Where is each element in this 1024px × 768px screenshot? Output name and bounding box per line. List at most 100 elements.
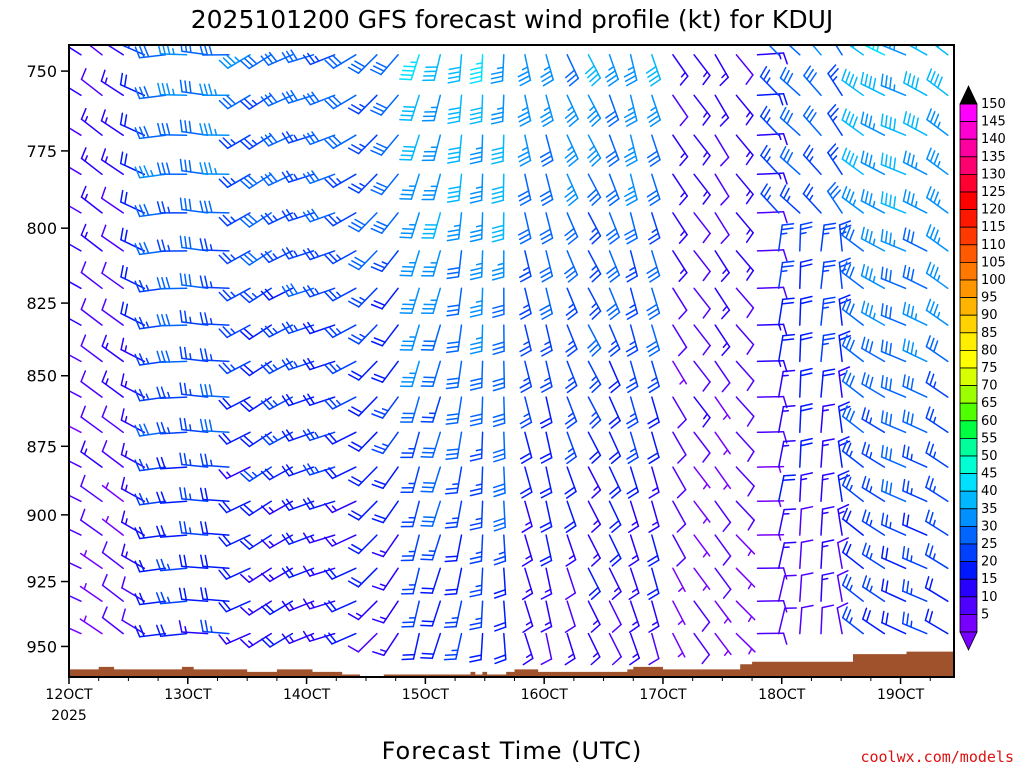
wind-barb (240, 324, 272, 341)
wind-barb (735, 600, 756, 623)
wind-barb (841, 261, 864, 290)
colorbar-segment (959, 596, 978, 615)
wind-barb (420, 396, 442, 423)
wind-barb (777, 574, 797, 602)
wind-barb (608, 500, 622, 533)
wind-barb (493, 500, 506, 532)
wind-barb (880, 266, 907, 290)
wind-barb (564, 396, 578, 429)
wind-barb (926, 108, 949, 136)
wind-barb (178, 620, 209, 635)
wind-barb (756, 323, 788, 337)
wind-barb (540, 632, 553, 666)
wind-barb (347, 567, 378, 588)
wind-barb (101, 261, 124, 290)
wind-barb (626, 431, 639, 465)
wind-barb (101, 334, 124, 363)
wind-barb (156, 276, 188, 290)
wind-barb (492, 431, 506, 463)
wind-barb (787, 45, 801, 56)
wind-barb (693, 250, 711, 282)
colorbar-label: 120 (981, 203, 1006, 218)
wind-barb (281, 464, 315, 477)
wind-barb (799, 604, 814, 635)
wind-barb (420, 500, 442, 527)
wind-barb (841, 334, 864, 363)
wind-barb (902, 546, 928, 570)
wind-barb (240, 534, 272, 550)
wind-barb (564, 500, 577, 534)
wind-barb (134, 165, 167, 179)
wind-barb (101, 606, 124, 635)
wind-barb (760, 183, 780, 214)
plot-frame (68, 44, 955, 678)
wind-barb (820, 539, 835, 570)
y-tick-label: 750 (26, 62, 57, 81)
wind-barb (672, 360, 688, 385)
wind-barb (179, 272, 209, 290)
wind-barb (902, 409, 928, 434)
wind-barb (861, 542, 886, 570)
wind-barb (564, 466, 577, 499)
wind-barb (625, 250, 638, 283)
wind-barb (647, 94, 661, 128)
wind-barb (756, 431, 788, 444)
wind-barb (469, 534, 484, 565)
wind-barb (714, 54, 729, 87)
wind-barb (121, 543, 146, 570)
wind-barb (628, 600, 640, 633)
colorbar-segment (959, 437, 978, 457)
wind-barb (80, 147, 103, 176)
wind-barb (240, 134, 272, 150)
wind-barb (517, 94, 532, 127)
colorbar-segment (959, 578, 978, 598)
wind-barb (714, 250, 730, 283)
colorbar-label: 130 (981, 167, 1006, 182)
wind-barb (101, 515, 124, 536)
wind-barb (777, 260, 795, 290)
wind-barb (799, 367, 813, 398)
wind-barb (80, 261, 103, 290)
wind-barb (648, 466, 660, 499)
terrain-fill (69, 651, 954, 677)
wind-barb (629, 632, 641, 666)
wind-barb (520, 466, 533, 499)
wind-barb (735, 94, 754, 126)
wind-barb (646, 324, 661, 357)
wind-barb (469, 632, 484, 663)
wind-barb (608, 360, 621, 394)
wind-barb (179, 119, 209, 136)
wind-barb (218, 466, 251, 480)
wind-barb (647, 534, 660, 567)
wind-barb (324, 360, 357, 375)
wind-barb (493, 600, 507, 632)
wind-barb (156, 201, 188, 214)
wind-barb (444, 466, 463, 495)
wind-barb (861, 441, 886, 468)
wind-barb (565, 534, 577, 567)
wind-barb (324, 287, 357, 302)
x-tick-label: 17OCT (639, 687, 687, 703)
wind-barb (420, 632, 442, 660)
wind-barb (860, 71, 886, 97)
wind-barb (735, 466, 755, 497)
wind-barb (281, 566, 315, 579)
colorbar-segment (959, 103, 978, 123)
wind-barb (179, 486, 209, 503)
wind-barb (519, 431, 533, 464)
wind-barb (88, 45, 103, 56)
wind-barb (371, 324, 399, 347)
wind-barb (106, 45, 124, 56)
colorbar-label: 30 (981, 519, 998, 534)
wind-barb (646, 250, 661, 283)
wind-barb (260, 360, 294, 375)
wind-barb (447, 94, 463, 125)
x-tick-label: 19OCT (877, 687, 925, 703)
wind-barb (777, 297, 795, 326)
wind-barb (647, 567, 660, 600)
wind-barb (925, 441, 949, 468)
wind-barb (421, 212, 442, 239)
wind-barb (901, 611, 928, 635)
wind-barb (218, 324, 251, 339)
wind-barb (134, 559, 167, 573)
